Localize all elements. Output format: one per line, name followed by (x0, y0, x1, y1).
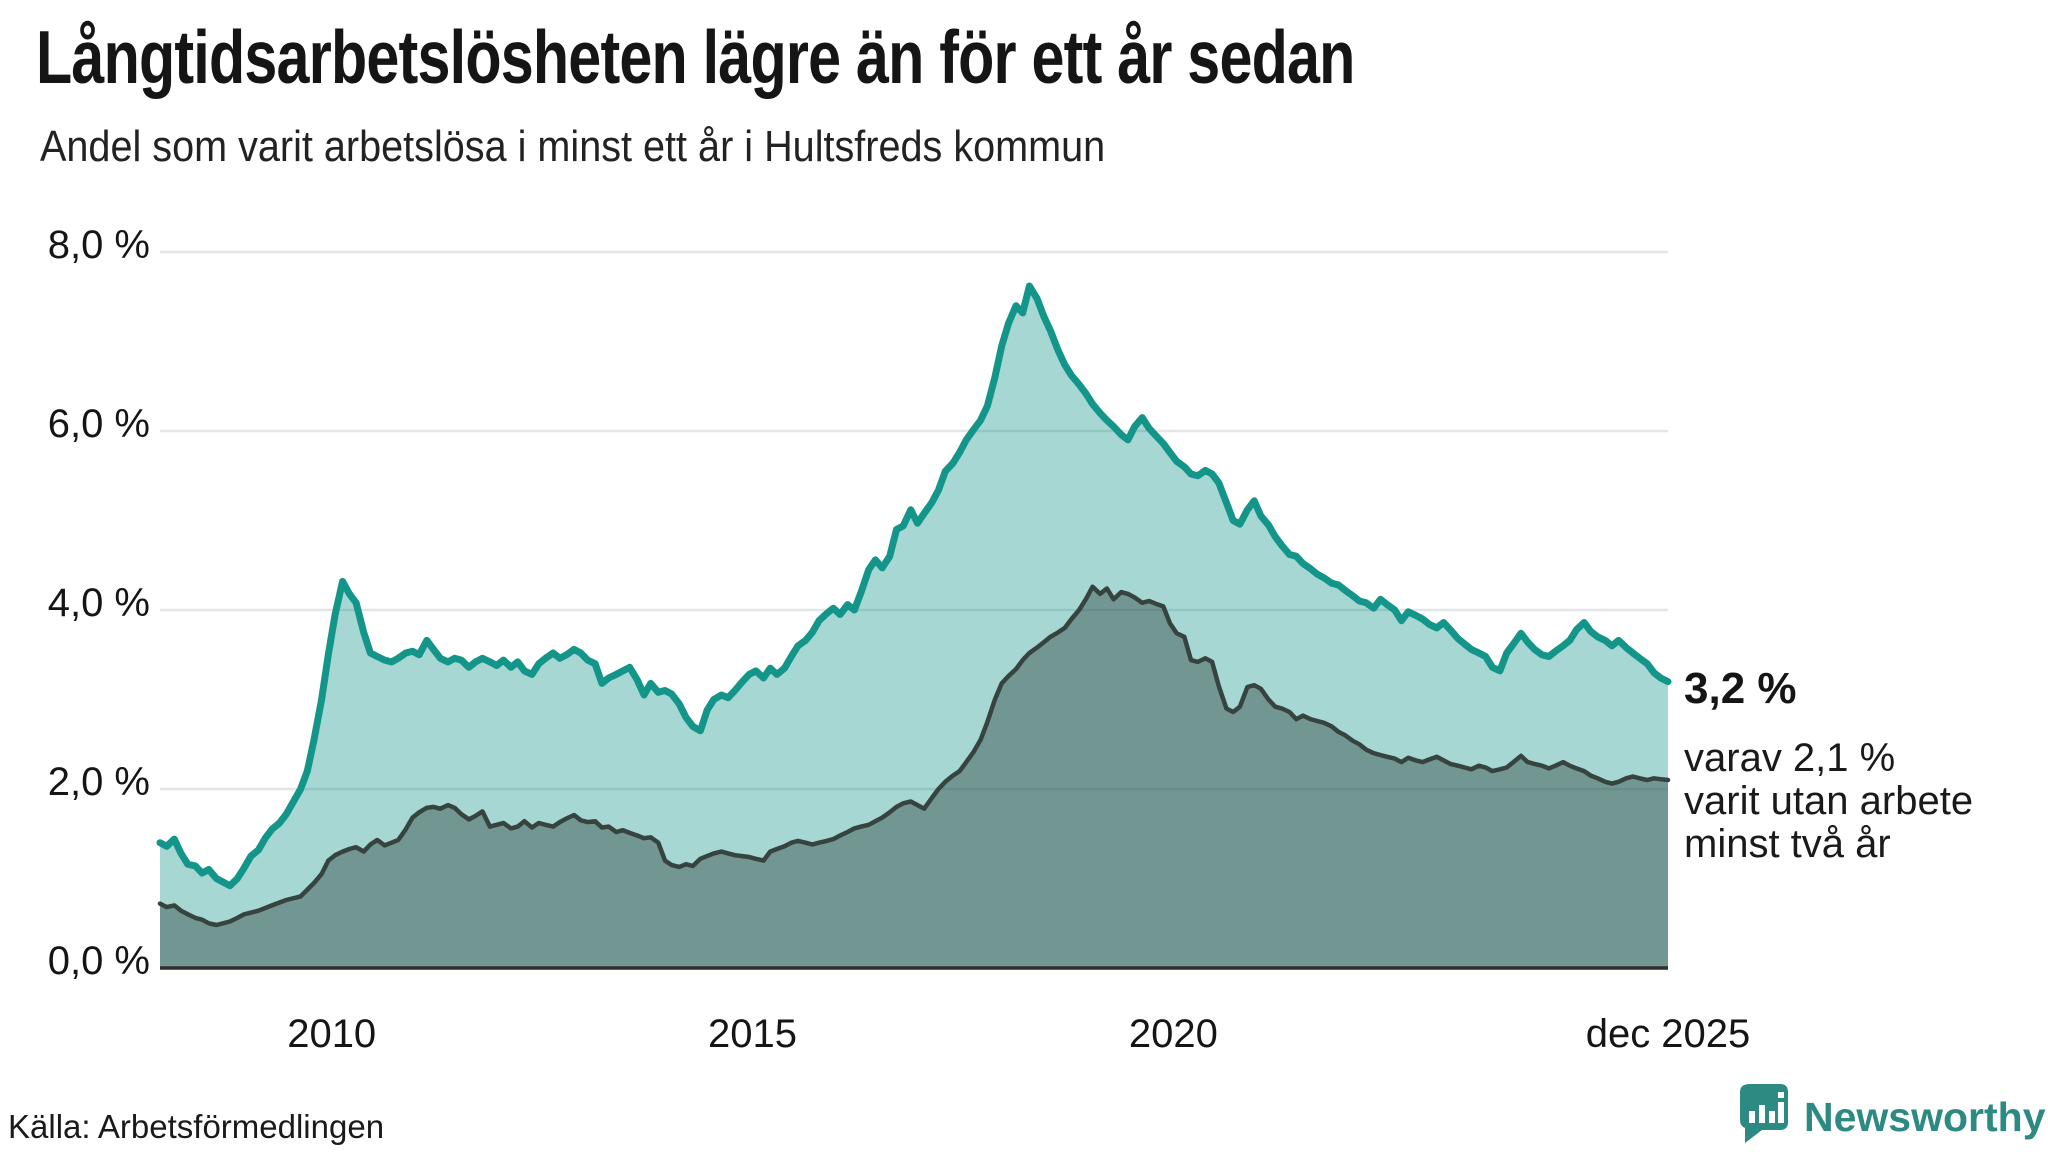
sublabel-line-1: varav 2,1 % (1684, 736, 1896, 780)
chart-subtitle: Andel som varit arbetslösa i minst ett å… (40, 122, 1106, 171)
x-tick-label: 2015 (708, 1012, 798, 1056)
x-tick-label: dec 2025 (1585, 1012, 1751, 1056)
y-tick-label: 0,0 % (47, 939, 150, 983)
x-tick-label: 2010 (287, 1012, 377, 1056)
y-tick-label: 2,0 % (47, 760, 150, 804)
source-attribution: Källa: Arbetsförmedlingen (8, 1108, 385, 1145)
page-title: Långtidsarbetslösheten lägre än för ett … (36, 15, 1355, 99)
sublabel-line-3: minst två år (1684, 822, 1891, 866)
end-value-label: 3,2 % (1684, 664, 1797, 713)
sublabel-line-2: varit utan arbete (1684, 779, 1974, 823)
end-value-sublabel: varav 2,1 % varit utan arbete minst två … (1684, 737, 1973, 866)
y-tick-label: 6,0 % (47, 402, 150, 446)
y-tick-label: 8,0 % (47, 223, 150, 267)
x-tick-label: 2020 (1128, 1012, 1218, 1056)
newsworthy-logo-icon (1740, 1084, 1788, 1143)
y-tick-label: 4,0 % (47, 581, 150, 625)
newsworthy-wordmark: Newsworthy (1804, 1094, 2046, 1140)
